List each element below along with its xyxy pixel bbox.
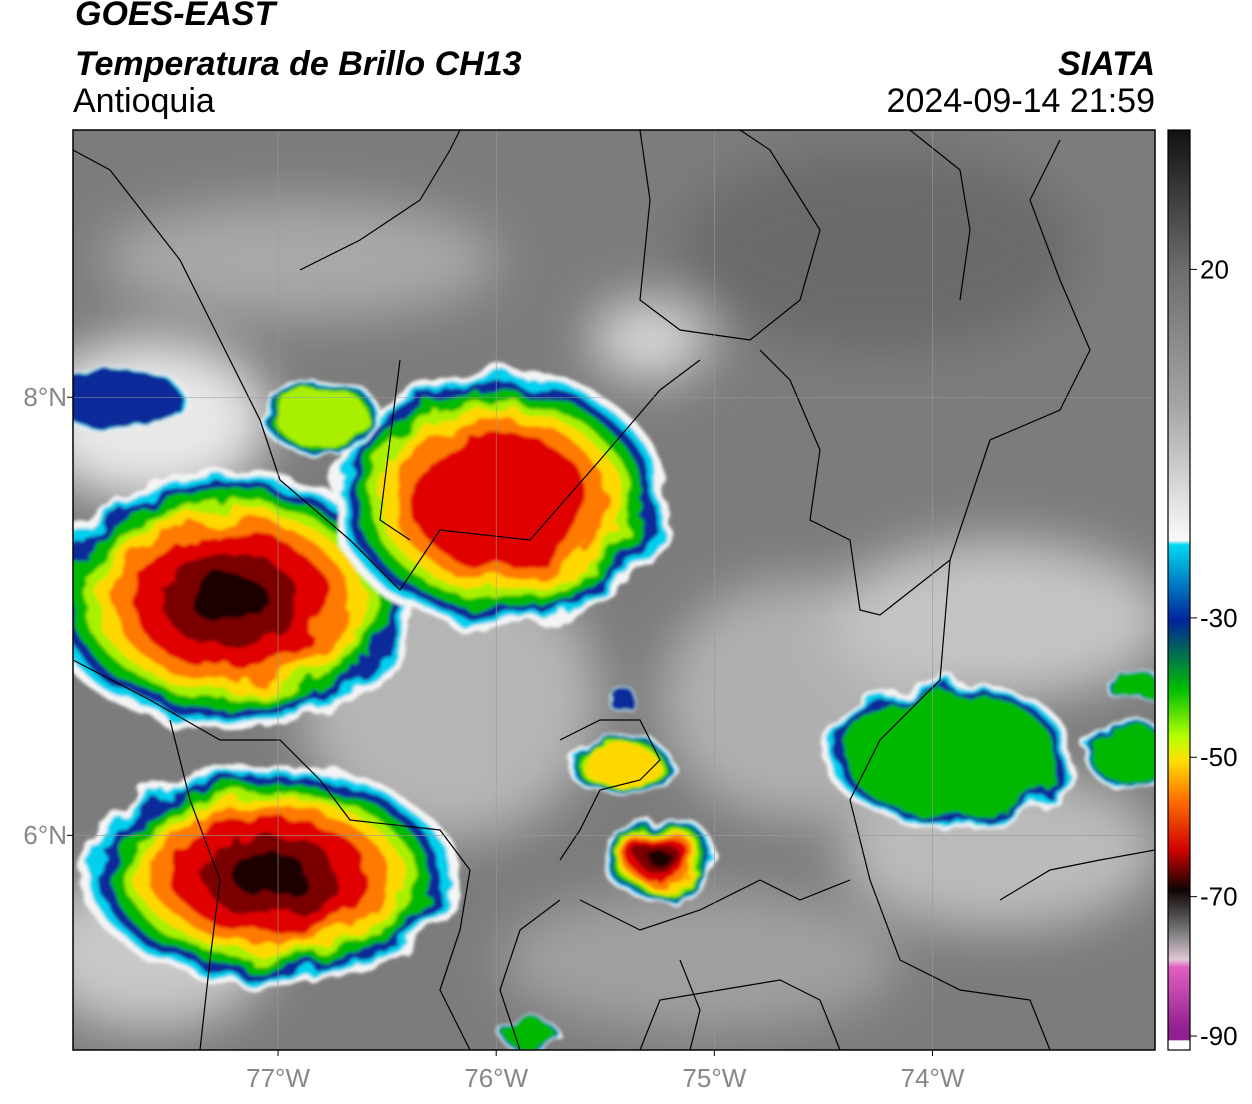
y-tick-label: 6°N xyxy=(23,820,67,850)
cloud xyxy=(607,684,633,710)
cloud xyxy=(845,692,1055,818)
x-tick-label: 74°W xyxy=(901,1063,965,1093)
colorbar-tick-label: -90 xyxy=(1200,1021,1238,1051)
subtitle: Temperatura de Brillo CH13 xyxy=(75,45,522,83)
cloud xyxy=(232,853,308,897)
y-tick-label: 8°N xyxy=(23,382,67,412)
cloud xyxy=(1092,725,1155,785)
cloud xyxy=(411,432,589,568)
x-tick-label: 75°W xyxy=(682,1063,746,1093)
borders xyxy=(73,130,1155,1050)
cloud xyxy=(581,745,659,785)
x-tick-label: 76°W xyxy=(464,1063,528,1093)
map-frame xyxy=(72,129,1156,1051)
x-tick-label: 77°W xyxy=(246,1063,310,1093)
datetime: 2024-09-14 21:59 xyxy=(887,82,1155,120)
colorbar-tick-label: -70 xyxy=(1200,882,1238,912)
cloud xyxy=(73,373,183,427)
cloud xyxy=(192,574,268,626)
region: Antioquia xyxy=(73,82,215,120)
map xyxy=(73,130,1155,1050)
colorbar-tick-label: -30 xyxy=(1200,603,1238,633)
cloud xyxy=(648,849,672,867)
cloud xyxy=(504,1019,556,1050)
source: SIATA xyxy=(1058,45,1155,83)
colorbar-tick-label: 20 xyxy=(1200,254,1229,284)
cloud xyxy=(1109,673,1155,701)
colorbar xyxy=(1167,129,1191,1051)
colorbar-tick-label: -50 xyxy=(1200,742,1238,772)
title: GOES-EAST xyxy=(75,0,278,33)
cloud xyxy=(274,384,366,446)
